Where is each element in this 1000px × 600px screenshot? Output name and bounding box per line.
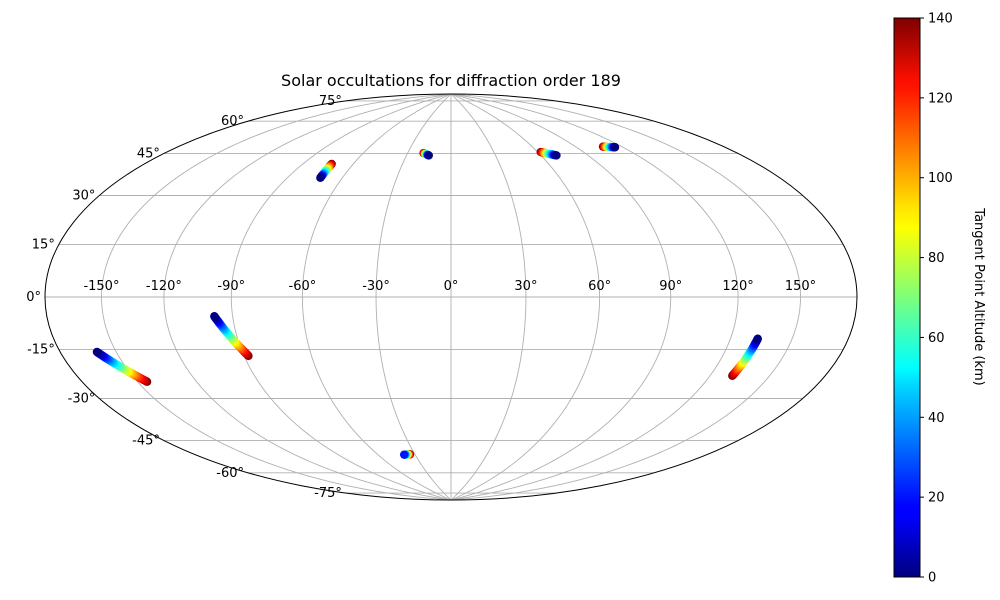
lat-tick-label: 75° (319, 94, 342, 109)
lat-tick-label: 15° (32, 237, 55, 252)
longitude-tick-labels: -150° -120° -90° -60° -30° 0° 30° 60° 90° 120° 150… (83, 279, 816, 294)
lon-tick-label: 60° (588, 279, 611, 294)
lat-tick-label: 0° (26, 290, 41, 305)
lon-tick-label: -120° (146, 279, 182, 294)
occultation-point (552, 151, 561, 160)
colorbar-ticks: 0 20 40 60 80 100 120 140 (920, 12, 953, 586)
colorbar-tick-label: 20 (928, 491, 945, 506)
colorbar-tick-label: 40 (928, 411, 945, 426)
lon-tick-label: 120° (722, 279, 753, 294)
lon-tick-label: 30° (514, 279, 537, 294)
colorbar-tick-label: 0 (928, 571, 936, 586)
chart-title: Solar occultations for diffraction order… (281, 71, 621, 90)
latitude-tick-labels: -75° -60° -45° -30° -15° 0° 15° 30° 45° 60° 75° (26, 94, 342, 501)
colorbar (893, 17, 921, 578)
lon-tick-label: -60° (289, 279, 317, 294)
lat-tick-label: -60° (216, 466, 244, 481)
graticule (45, 94, 857, 500)
lon-tick-label: 150° (785, 279, 816, 294)
occultation-point (92, 347, 102, 357)
colorbar-tick-label: 60 (928, 331, 945, 346)
lat-tick-label: 30° (72, 189, 95, 204)
lat-tick-label: -30° (68, 392, 96, 407)
lat-tick-label: -45° (132, 434, 160, 449)
occultation-point (316, 173, 325, 183)
colorbar-tick-label: 120 (928, 91, 953, 106)
occultation-points (92, 142, 762, 459)
map-boundary (44, 93, 858, 501)
lon-tick-label: -30° (362, 279, 390, 294)
lon-tick-label: 90° (659, 279, 682, 294)
colorbar-tick-label: 100 (928, 171, 953, 186)
colorbar-tick-label: 80 (928, 251, 945, 266)
occultation-point (753, 334, 762, 343)
occultation-point (399, 450, 409, 459)
occultation-point (424, 151, 433, 160)
occultation-point (210, 312, 219, 321)
lon-tick-label: 0° (444, 279, 459, 294)
lon-tick-label: -90° (217, 279, 245, 294)
colorbar-tick-label: 140 (928, 12, 953, 27)
occultation-point (610, 143, 620, 152)
lat-tick-label: 45° (137, 146, 160, 161)
colorbar-label: Tangent Point Altitude (km) (971, 207, 986, 385)
lat-tick-label: 60° (221, 114, 244, 129)
lat-tick-label: -75° (314, 486, 342, 501)
lon-tick-label: -150° (83, 279, 119, 294)
lat-tick-label: -15° (27, 343, 55, 358)
